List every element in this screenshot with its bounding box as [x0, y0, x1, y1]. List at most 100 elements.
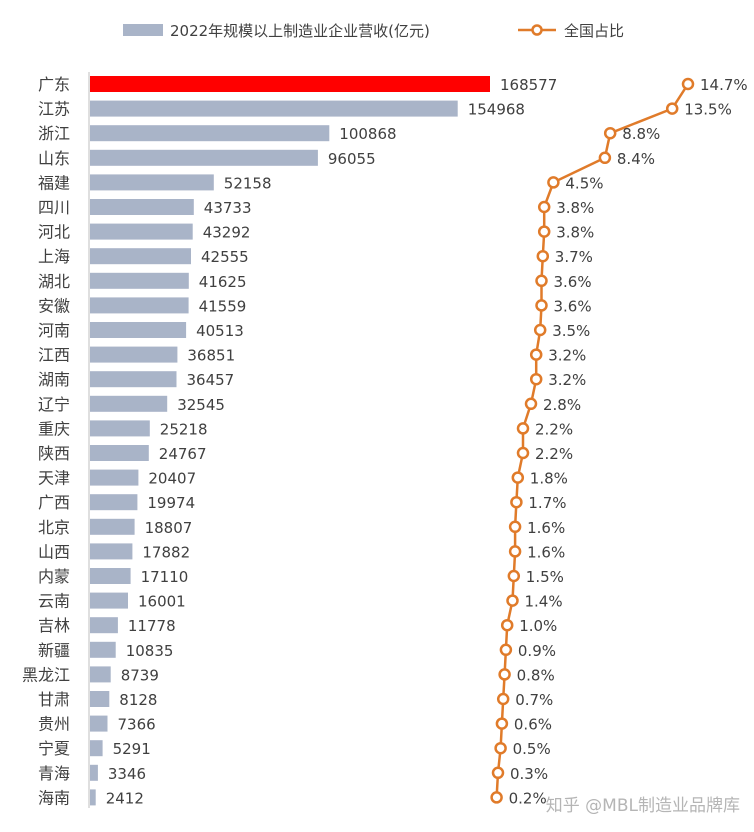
- share-marker: [495, 717, 509, 730]
- bar-value-label: 20407: [148, 470, 196, 488]
- bar: [90, 764, 98, 781]
- share-label: 3.2%: [548, 347, 586, 365]
- category-label: 新疆: [38, 641, 70, 660]
- bar: [90, 322, 187, 338]
- bar: [90, 371, 177, 388]
- bar-value-label: 154968: [468, 101, 525, 119]
- share-line: [490, 77, 695, 804]
- share-label: 2.2%: [535, 445, 573, 463]
- category-label: 湖北: [38, 272, 70, 291]
- category-label: 黑龙江: [22, 665, 70, 684]
- category-label: 安徽: [38, 296, 70, 315]
- bar-value-label: 17110: [141, 568, 189, 586]
- category-label: 江西: [38, 346, 70, 365]
- share-label: 4.5%: [565, 174, 603, 192]
- category-label: 陕西: [38, 444, 70, 463]
- share-label: 0.9%: [518, 642, 556, 660]
- bar: [90, 543, 133, 560]
- share-marker: [598, 151, 612, 165]
- share-marker: [494, 741, 507, 755]
- bar: [90, 149, 318, 166]
- bar: [90, 248, 191, 265]
- share-marker: [516, 446, 530, 460]
- share-label: 1.7%: [528, 494, 566, 512]
- bar: [90, 617, 118, 634]
- bar-value-label: 17882: [142, 543, 190, 561]
- category-labels: 广东江苏浙江山东福建四川河北上海湖北安徽河南江西湖南辽宁重庆陕西天津广西北京山西…: [22, 75, 70, 807]
- bar: [90, 592, 128, 609]
- share-marker: [508, 545, 522, 558]
- bar-value-label: 43733: [204, 199, 252, 217]
- bar-value-label: 25218: [160, 420, 208, 438]
- share-label: 0.2%: [509, 789, 547, 807]
- bar-value-label: 2412: [106, 789, 144, 807]
- share-marker: [491, 766, 505, 780]
- bar: [90, 789, 96, 806]
- bar-value-labels: 168577 154968 100868 96055 52158 43733 43292 42…: [106, 76, 558, 807]
- bar-value-label: 24767: [159, 445, 207, 463]
- bar: [90, 715, 108, 732]
- category-label: 天津: [38, 469, 70, 488]
- share-marker: [529, 348, 543, 361]
- bar: [90, 666, 111, 683]
- bar-value-label: 42555: [201, 248, 249, 266]
- bar: [90, 420, 150, 437]
- bar: [90, 297, 189, 314]
- category-label: 辽宁: [38, 395, 70, 414]
- category-label: 江苏: [38, 100, 70, 119]
- share-label: 0.3%: [510, 765, 548, 783]
- category-label: 四川: [38, 198, 70, 217]
- bar-value-label: 100868: [339, 125, 396, 143]
- share-label: 1.6%: [527, 519, 565, 537]
- share-marker: [507, 569, 521, 583]
- share-marker: [516, 422, 530, 435]
- bar-value-label: 41625: [199, 273, 247, 291]
- share-label: 13.5%: [684, 101, 732, 119]
- share-label: 3.6%: [554, 297, 592, 315]
- bar: [90, 691, 110, 707]
- bar: [90, 199, 194, 215]
- share-marker: [511, 471, 525, 484]
- share-marker: [524, 397, 538, 411]
- share-marker: [537, 225, 551, 238]
- share-label: 3.8%: [556, 224, 594, 242]
- bar: [90, 445, 149, 461]
- bar: [90, 568, 131, 584]
- bar: [90, 346, 178, 363]
- share-label: 1.8%: [530, 470, 568, 488]
- bar-value-label: 96055: [328, 150, 376, 168]
- share-label: 3.7%: [555, 248, 593, 266]
- bar: [90, 272, 189, 289]
- bar-value-label: 19974: [147, 494, 195, 512]
- bar-value-label: 41559: [199, 297, 247, 315]
- category-label: 北京: [38, 518, 70, 537]
- bar: [90, 76, 490, 92]
- category-label: 重庆: [38, 419, 70, 438]
- share-marker: [536, 249, 550, 263]
- category-label: 吉林: [38, 616, 70, 635]
- category-label: 上海: [38, 247, 70, 266]
- category-label: 内蒙: [38, 567, 70, 586]
- bar-value-label: 43292: [203, 224, 251, 242]
- category-label: 河北: [38, 223, 70, 242]
- share-label: 0.8%: [517, 666, 555, 684]
- bar: [90, 223, 193, 240]
- legend: 2022年规模以上制造业企业营收(亿元) 全国占比: [123, 22, 624, 40]
- bar-value-label: 36457: [187, 371, 235, 389]
- bar: [90, 494, 138, 511]
- legend-swatch-bar: [123, 24, 163, 36]
- bar-value-label: 5291: [113, 740, 151, 758]
- bar-value-label: 10835: [126, 642, 174, 660]
- bar-value-label: 18807: [145, 519, 193, 537]
- share-label: 0.5%: [513, 740, 551, 758]
- share-label: 2.8%: [543, 396, 581, 414]
- share-marker: [490, 791, 503, 804]
- share-marker: [535, 274, 548, 288]
- bar-value-label: 40513: [196, 322, 244, 340]
- share-labels: 14.7% 13.5% 8.8% 8.4% 4.5% 3.8% 3.8% 3.7% 3.6% 3.…: [509, 76, 748, 807]
- bar-value-label: 7366: [118, 716, 156, 734]
- category-label: 广西: [38, 493, 70, 512]
- bar: [90, 641, 116, 658]
- bar: [90, 518, 135, 535]
- watermark: 知乎 @MBL制造业品牌库: [545, 796, 740, 816]
